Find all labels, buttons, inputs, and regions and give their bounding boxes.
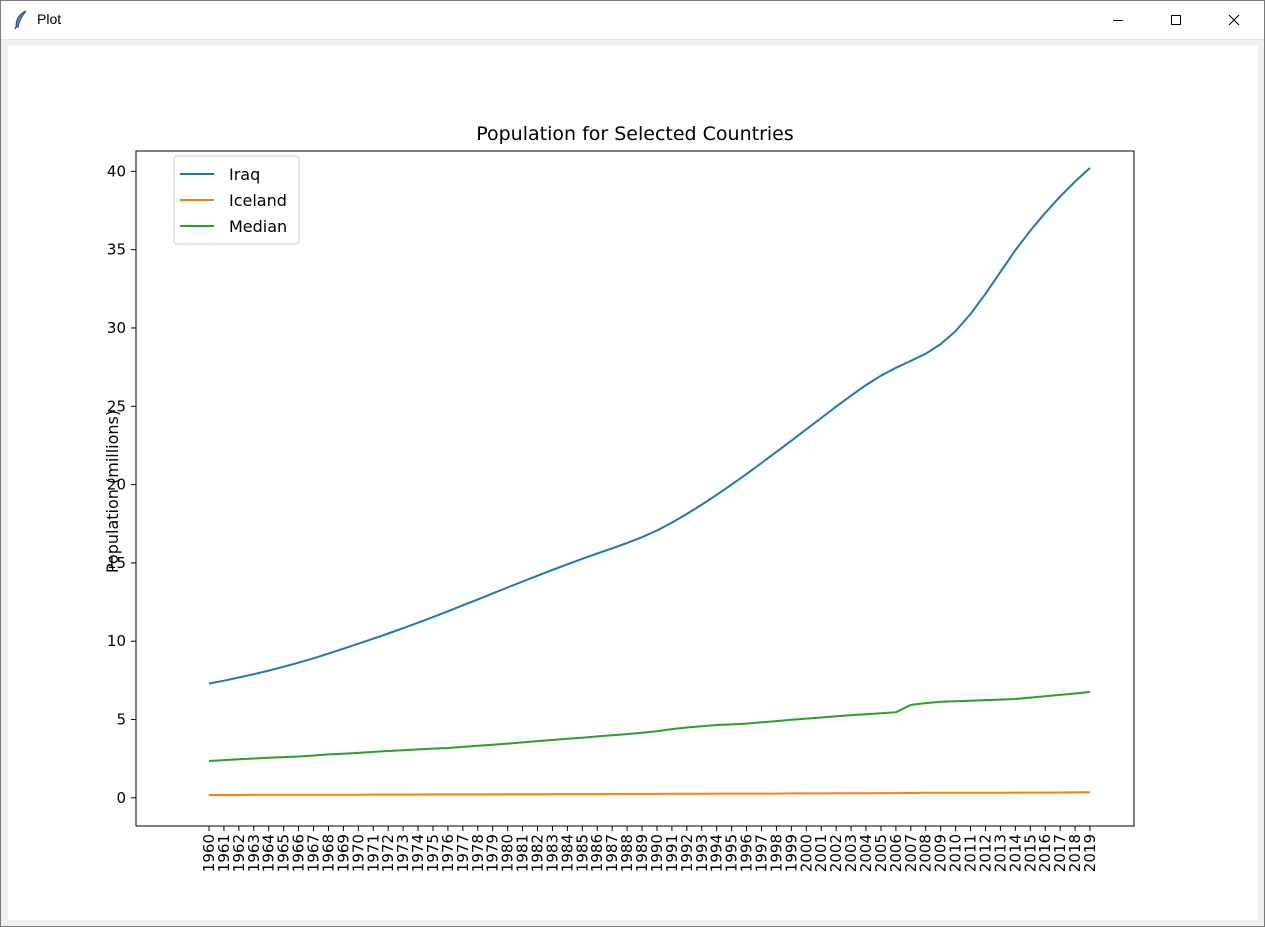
plot-frame (135, 150, 1135, 827)
x-tick-label: 2004 (857, 834, 875, 872)
x-tick-label: 1969 (334, 834, 352, 872)
x-tick-label: 1975 (424, 834, 442, 872)
y-tick-label: 10 (107, 632, 126, 650)
x-tick-label: 2007 (902, 834, 920, 872)
x-tick-label: 1961 (215, 834, 233, 872)
x-tick-label: 1993 (693, 834, 711, 872)
y-axis-label: Population (millions) (103, 410, 122, 573)
x-tick-label: 2016 (1036, 834, 1054, 872)
x-tick-label: 2017 (1051, 834, 1069, 872)
x-tick-label: 1988 (618, 834, 636, 872)
x-tick-label: 1966 (290, 834, 308, 872)
series-line-iceland (209, 791, 1091, 796)
x-tick-label: 2018 (1066, 834, 1084, 872)
legend-label: Iceland (229, 191, 287, 210)
x-tick-label: 2012 (976, 834, 994, 872)
series-line-median (208, 690, 1091, 762)
x-tick-label: 1981 (514, 834, 532, 872)
legend-box (173, 155, 300, 245)
plot-canvas: Population for Selected Countries Popula… (8, 46, 1258, 920)
x-tick-label: 1963 (245, 834, 263, 872)
legend-label: Iraq (229, 165, 260, 184)
x-tick-label: 1983 (543, 834, 561, 872)
close-button[interactable] (1205, 1, 1263, 39)
x-tick-label: 1980 (499, 834, 517, 872)
x-tick-label: 2005 (872, 834, 890, 872)
x-tick-label: 2009 (932, 834, 950, 872)
x-tick-label: 1997 (752, 834, 770, 872)
x-tick-label: 1972 (379, 834, 397, 872)
x-tick-label: 1973 (394, 834, 412, 872)
x-tick-label: 2002 (827, 834, 845, 872)
x-tick-label: 1968 (319, 834, 337, 872)
y-tick-label: 30 (107, 319, 126, 337)
y-tick-label: 5 (116, 711, 126, 729)
feather-icon (13, 10, 29, 30)
close-icon (1228, 14, 1240, 26)
x-tick-label: 1989 (633, 834, 651, 872)
y-tick-label: 35 (107, 241, 126, 259)
maximize-icon (1170, 14, 1182, 26)
minimize-button[interactable] (1089, 1, 1147, 39)
x-tick-label: 1987 (603, 834, 621, 872)
x-tick-label: 2019 (1081, 834, 1099, 872)
minimize-icon (1112, 14, 1124, 26)
chart-title: Population for Selected Countries (476, 123, 794, 145)
legend: Iraq Iceland Median (173, 155, 300, 245)
x-tick-label: 2015 (1021, 834, 1039, 872)
x-tick-label: 1991 (663, 834, 681, 872)
x-tick-label: 2008 (917, 834, 935, 872)
x-tick-label: 1967 (305, 834, 323, 872)
x-tick-label: 2010 (947, 834, 965, 872)
x-tick-label: 2013 (991, 834, 1009, 872)
window-title: Plot (37, 11, 62, 27)
x-tick-label: 1990 (648, 834, 666, 872)
x-tick-label: 2001 (812, 834, 830, 872)
x-tick-label: 2003 (842, 834, 860, 872)
axes: 0 5 10 15 20 25 30 35 40 196019611962196319641965… (107, 150, 1135, 872)
y-tick-label: 15 (107, 554, 126, 572)
x-tick-label: 1965 (275, 834, 293, 872)
x-tick-label: 1978 (469, 834, 487, 872)
x-tick-label: 1994 (708, 834, 726, 872)
x-tick-label: 1964 (260, 834, 278, 872)
x-tick-label: 1970 (349, 834, 367, 872)
y-tick-label: 25 (107, 397, 126, 415)
y-tick-label: 40 (107, 162, 126, 180)
x-tick-label: 1977 (454, 834, 472, 872)
y-tick-label: 20 (107, 476, 126, 494)
maximize-button[interactable] (1147, 1, 1205, 39)
title-bar[interactable]: Plot (1, 1, 1264, 40)
x-tick-label: 1986 (588, 834, 606, 872)
series-line-iraq (208, 167, 1091, 685)
x-tick-label: 1985 (573, 834, 591, 872)
x-tick-label: 1999 (782, 834, 800, 872)
x-tick-label: 1996 (738, 834, 756, 872)
line-chart: Population for Selected Countries Popula… (103, 123, 1135, 872)
y-tick-label: 0 (116, 789, 126, 807)
x-tick-label: 2014 (1006, 834, 1024, 872)
x-tick-label: 2006 (887, 834, 905, 872)
legend-label: Median (229, 217, 287, 236)
x-tick-label: 1992 (678, 834, 696, 872)
x-tick-label: 1984 (558, 834, 576, 872)
x-tick-label: 1976 (439, 834, 457, 872)
series-layer (208, 167, 1091, 796)
x-tick-label: 1974 (409, 834, 427, 872)
x-tick-label: 1971 (364, 834, 382, 872)
x-tick-label: 1962 (230, 834, 248, 872)
x-tick-label: 1979 (484, 834, 502, 872)
x-tick-label: 1995 (723, 834, 741, 872)
x-tick-label: 1998 (767, 834, 785, 872)
x-tick-label: 2000 (797, 834, 815, 872)
x-tick-label: 1982 (529, 834, 547, 872)
x-tick-label: 2011 (962, 834, 980, 872)
x-tick-label: 1960 (200, 834, 218, 872)
